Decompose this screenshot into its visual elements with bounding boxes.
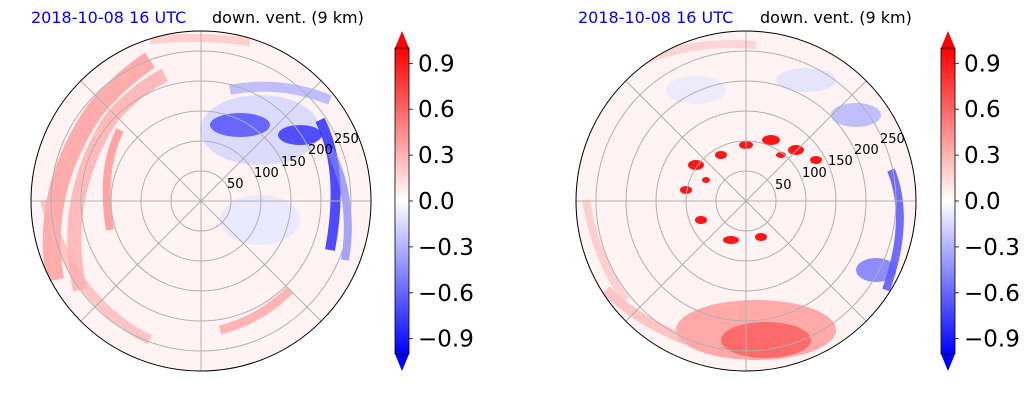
- colorbar-tick-label: 0.0: [418, 189, 455, 215]
- radar-panel-left: 2018-10-08 16 UTC down. vent. (9 km): [30, 8, 474, 372]
- radar-panel-right: 2018-10-08 16 UTC down. vent. (9 km): [546, 0, 1036, 401]
- colorbar: 0.9 0.6 0.3 0.0 −0.3 −0.6 −0.9: [394, 31, 474, 371]
- ring-label: 50: [775, 178, 792, 193]
- colorbar-tick-label: −0.3: [418, 235, 474, 261]
- ring-label: 200: [854, 143, 879, 158]
- colorbar: 0.9 0.6 0.3 0.0 −0.3 −0.6 −0.9: [940, 31, 1020, 371]
- ring-label: 100: [254, 166, 279, 181]
- colorbar-tick-label: 0.9: [964, 51, 1001, 77]
- time-label: 2018-10-08 16 UTC: [31, 8, 187, 27]
- variable-label: down. vent. (9 km): [760, 8, 912, 27]
- ring-label: 200: [308, 143, 333, 158]
- ring-label: 250: [880, 132, 905, 147]
- plot-boundary: [30, 30, 372, 372]
- colorbar-tick-label: 0.3: [964, 143, 1001, 169]
- radar-plot: 50 100 150 200 250 0.9 0.6 0.3 0.0 −0.3 −0.6 −…: [30, 30, 474, 372]
- ring-label: 100: [802, 166, 827, 181]
- colorbar-tick-label: −0.6: [418, 281, 474, 307]
- ring-label: 150: [828, 154, 853, 169]
- colorbar-tick-label: 0.0: [964, 189, 1001, 215]
- ring-label: 50: [227, 177, 244, 192]
- ring-label: 250: [334, 132, 359, 147]
- radial-spokes: [576, 31, 916, 371]
- colorbar-tick-label: 0.6: [964, 97, 1001, 123]
- variable-label: down. vent. (9 km): [212, 8, 364, 27]
- colorbar-tick-label: 0.6: [418, 97, 455, 123]
- field-layer: [40, 33, 352, 345]
- colorbar-tick-label: −0.6: [964, 281, 1020, 307]
- plot-boundary: [575, 30, 917, 372]
- time-label: 2018-10-08 16 UTC: [578, 8, 734, 27]
- radar-plot: 50 100 150 200 250 0.9 0.6 0.3 0.0 −0.3 −0.6 −…: [575, 30, 1020, 372]
- colorbar-tick-label: −0.3: [964, 235, 1020, 261]
- colorbar-tick-label: 0.9: [418, 51, 455, 77]
- radial-spokes: [31, 31, 371, 371]
- ring-label: 150: [281, 155, 306, 170]
- colorbar-tick-label: 0.3: [418, 143, 455, 169]
- colorbar-tick-label: −0.9: [418, 327, 474, 353]
- colorbar-tick-label: −0.9: [964, 327, 1020, 353]
